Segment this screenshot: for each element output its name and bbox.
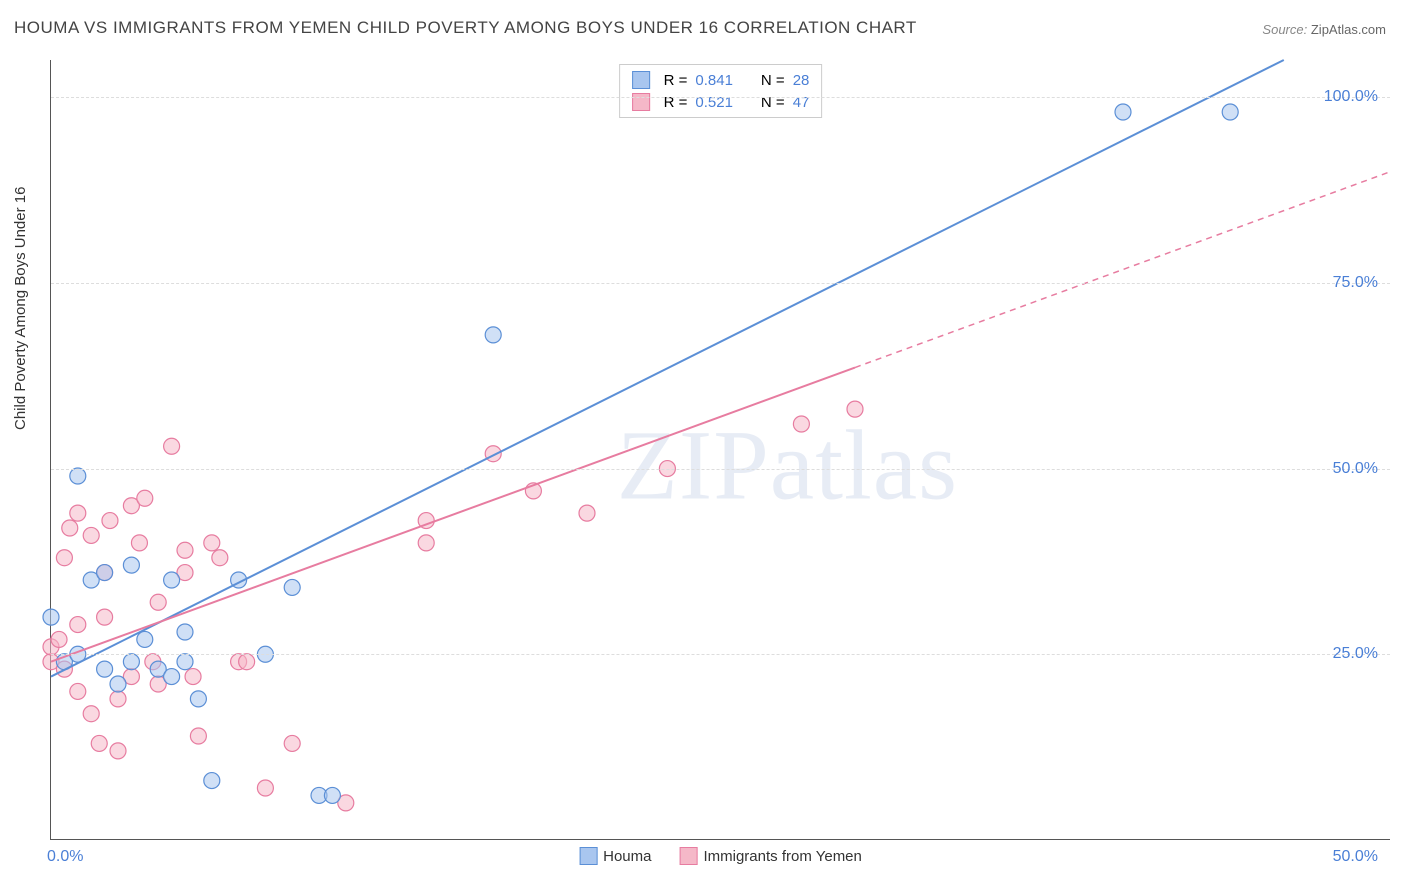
data-point (847, 401, 863, 417)
data-point (91, 735, 107, 751)
data-point (164, 438, 180, 454)
source-attribution: Source: ZipAtlas.com (1262, 22, 1386, 37)
data-point (56, 550, 72, 566)
stat-r-value: 0.841 (695, 72, 733, 89)
chart-svg (51, 60, 1390, 839)
data-point (123, 654, 139, 670)
stat-r-label: R = (664, 72, 688, 89)
data-point (97, 661, 113, 677)
stat-n-label: N = (761, 94, 785, 111)
chart-title: HOUMA VS IMMIGRANTS FROM YEMEN CHILD POV… (14, 18, 917, 38)
stat-n-value: 28 (793, 72, 810, 89)
data-point (110, 691, 126, 707)
y-tick-label: 50.0% (1333, 460, 1378, 478)
data-point (204, 535, 220, 551)
legend-bottom: Houma Immigrants from Yemen (579, 847, 862, 865)
data-point (793, 416, 809, 432)
y-tick-label: 75.0% (1333, 274, 1378, 292)
data-point (150, 594, 166, 610)
data-point (110, 743, 126, 759)
data-point (257, 780, 273, 796)
data-point (131, 535, 147, 551)
data-point (177, 654, 193, 670)
legend-item: Immigrants from Yemen (679, 847, 861, 865)
y-tick-label: 100.0% (1324, 88, 1378, 106)
data-point (239, 654, 255, 670)
source-value: ZipAtlas.com (1311, 22, 1386, 37)
data-point (1115, 104, 1131, 120)
correlation-stats-box: R = 0.841 N = 28 R = 0.521 N = 47 (619, 64, 823, 118)
data-point (204, 773, 220, 789)
data-point (97, 565, 113, 581)
gridline-h (51, 283, 1390, 284)
data-point (485, 327, 501, 343)
x-tick-label: 50.0% (1333, 848, 1378, 866)
stat-row: R = 0.841 N = 28 (632, 69, 810, 91)
data-point (1222, 104, 1238, 120)
data-point (70, 617, 86, 633)
gridline-h (51, 654, 1390, 655)
data-point (177, 542, 193, 558)
data-point (284, 735, 300, 751)
data-point (123, 557, 139, 573)
legend-swatch (679, 847, 697, 865)
data-point (83, 527, 99, 543)
data-point (70, 468, 86, 484)
data-point (418, 535, 434, 551)
legend-item: Houma (579, 847, 651, 865)
source-label: Source: (1262, 22, 1307, 37)
stat-n-value: 47 (793, 94, 810, 111)
stat-r-label: R = (664, 94, 688, 111)
trend-line-extrapolated (855, 171, 1391, 367)
legend-label: Immigrants from Yemen (703, 848, 861, 865)
x-tick-label: 0.0% (47, 848, 83, 866)
data-point (190, 728, 206, 744)
data-point (102, 513, 118, 529)
data-point (164, 669, 180, 685)
data-point (51, 631, 67, 647)
data-point (137, 631, 153, 647)
y-tick-label: 25.0% (1333, 645, 1378, 663)
trend-line (51, 368, 855, 662)
data-point (83, 706, 99, 722)
data-point (62, 520, 78, 536)
data-point (70, 505, 86, 521)
data-point (97, 609, 113, 625)
data-point (284, 579, 300, 595)
data-point (137, 490, 153, 506)
data-point (110, 676, 126, 692)
data-point (70, 683, 86, 699)
data-point (579, 505, 595, 521)
gridline-h (51, 97, 1390, 98)
data-point (212, 550, 228, 566)
stat-row: R = 0.521 N = 47 (632, 91, 810, 113)
data-point (185, 669, 201, 685)
data-point (177, 624, 193, 640)
data-point (324, 787, 340, 803)
gridline-h (51, 469, 1390, 470)
data-point (164, 572, 180, 588)
plot-area: ZIPatlas R = 0.841N = 28R = 0.521N = 47 … (50, 60, 1390, 840)
stat-r-value: 0.521 (695, 94, 733, 111)
legend-swatch (632, 93, 650, 111)
stat-n-label: N = (761, 72, 785, 89)
data-point (43, 609, 59, 625)
legend-label: Houma (603, 848, 651, 865)
data-point (190, 691, 206, 707)
legend-swatch (632, 71, 650, 89)
trend-line (51, 60, 1284, 677)
legend-swatch (579, 847, 597, 865)
y-axis-label: Child Poverty Among Boys Under 16 (12, 187, 29, 430)
